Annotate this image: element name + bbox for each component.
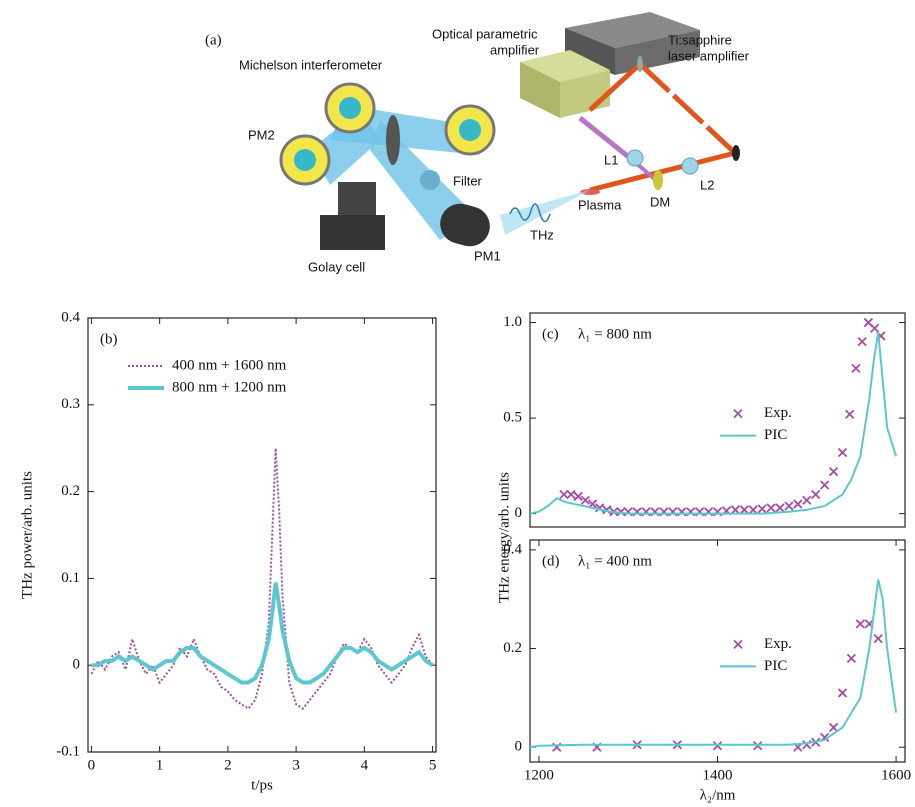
exp-marker [567,491,575,499]
y-tick-label: -0.1 [56,743,80,759]
exp-marker [830,468,838,476]
y-tick-label: 0 [73,657,81,673]
x-tick-label: 1600 [881,767,911,783]
x-axis-label: λ₂/nm [700,787,736,803]
annotation: λ₁ = 800 nm [578,326,652,342]
mirror-center [294,149,316,171]
diagram-label: amplifier [490,42,540,57]
exp-marker [839,448,847,456]
exp-marker [740,506,748,514]
x-tick-label: 1200 [524,767,554,783]
series-line [530,579,896,747]
panel-label: (b) [100,331,118,347]
lens-l2 [682,158,698,174]
x-tick-label: 4 [361,757,369,773]
legend-marker [734,410,742,418]
legend-label: 400 nm + 1600 nm [172,357,287,373]
legend-label: PIC [764,658,787,674]
y-tick-label: 0.1 [61,570,80,586]
exp-marker [767,504,775,512]
legend-label: Exp. [764,636,792,652]
y-axis-label: THz energy/arb. units [496,472,512,603]
exp-marker [871,324,879,332]
diagram-label: Ti:sapphire [668,32,732,47]
plot-frame [530,313,905,527]
panel-label: (c) [542,326,559,342]
exp-marker [812,491,820,499]
golay-cell-base [320,215,385,250]
y-axis-label: THz power/arb. units [19,471,35,599]
diagram-label: Plasma [578,197,622,212]
x-tick-label: 1 [156,757,164,773]
series-line [530,332,896,514]
exp-marker [560,491,568,499]
x-tick-label: 1400 [703,767,733,783]
panel-label: (a) [205,32,222,48]
filter [420,170,440,190]
lens-l1 [627,150,643,166]
exp-marker [858,338,866,346]
pump-beam [640,64,735,153]
y-tick-label: 0.2 [503,640,522,656]
legend-label: Exp. [764,405,792,421]
diagram-label: Filter [453,173,483,188]
diagram-label: Golay cell [308,259,365,274]
diagram-label: DM [650,194,670,209]
diagram-label: PM2 [248,127,275,142]
exp-marker [749,506,757,514]
exp-marker [830,723,838,731]
diagram-label: PM1 [474,248,501,263]
series-line [91,448,432,708]
mirror-center [459,119,481,141]
x-tick-label: 0 [88,757,96,773]
exp-marker [847,654,855,662]
y-tick-label: 1.0 [503,314,522,330]
diagram-label: L2 [700,177,714,192]
legend-label: 800 nm + 1200 nm [172,379,287,395]
exp-marker [758,505,766,513]
exp-marker [856,620,864,628]
legend-marker [734,640,742,648]
figure: (a) Optical parametricamplifier Ti:sapphi… [0,0,915,807]
exp-marker [821,481,829,489]
exp-marker [776,504,784,512]
diagram-label: Optical parametric [432,26,538,41]
y-tick-label: 0.3 [61,396,80,412]
exp-marker [846,410,854,418]
exp-marker [839,689,847,697]
plot-frame [530,540,905,762]
diagram-label: THz [530,227,554,242]
y-tick-label: 0 [515,739,523,755]
annotation: λ₁ = 400 nm [578,553,652,569]
exp-marker [852,364,860,372]
y-tick-label: 0.4 [503,541,522,557]
dichroic-mirror [653,170,663,190]
mirror [637,56,643,72]
panel-label: (d) [542,553,560,569]
exp-marker [581,496,589,504]
x-tick-label: 3 [292,757,300,773]
exp-marker [785,502,793,510]
exp-marker [803,496,811,504]
y-tick-label: 0.5 [503,410,522,426]
x-tick-label: 2 [224,757,232,773]
x-axis-label: t/ps [251,777,273,793]
diagram-label: laser amplifier [668,48,750,63]
mirror-center [339,97,361,119]
exp-marker [794,500,802,508]
diagram-label: L1 [604,152,618,167]
exp-marker [574,492,582,500]
x-tick-label: 5 [429,757,437,773]
y-tick-label: 0 [515,505,523,521]
exp-marker [731,506,739,514]
beam-splitter [386,115,400,165]
exp-marker [874,635,882,643]
y-tick-label: 0.4 [61,309,80,325]
y-tick-label: 0.2 [61,483,80,499]
legend-label: PIC [764,427,787,443]
diagram-label: Michelson interferometer [239,57,383,72]
mirror [732,145,740,161]
